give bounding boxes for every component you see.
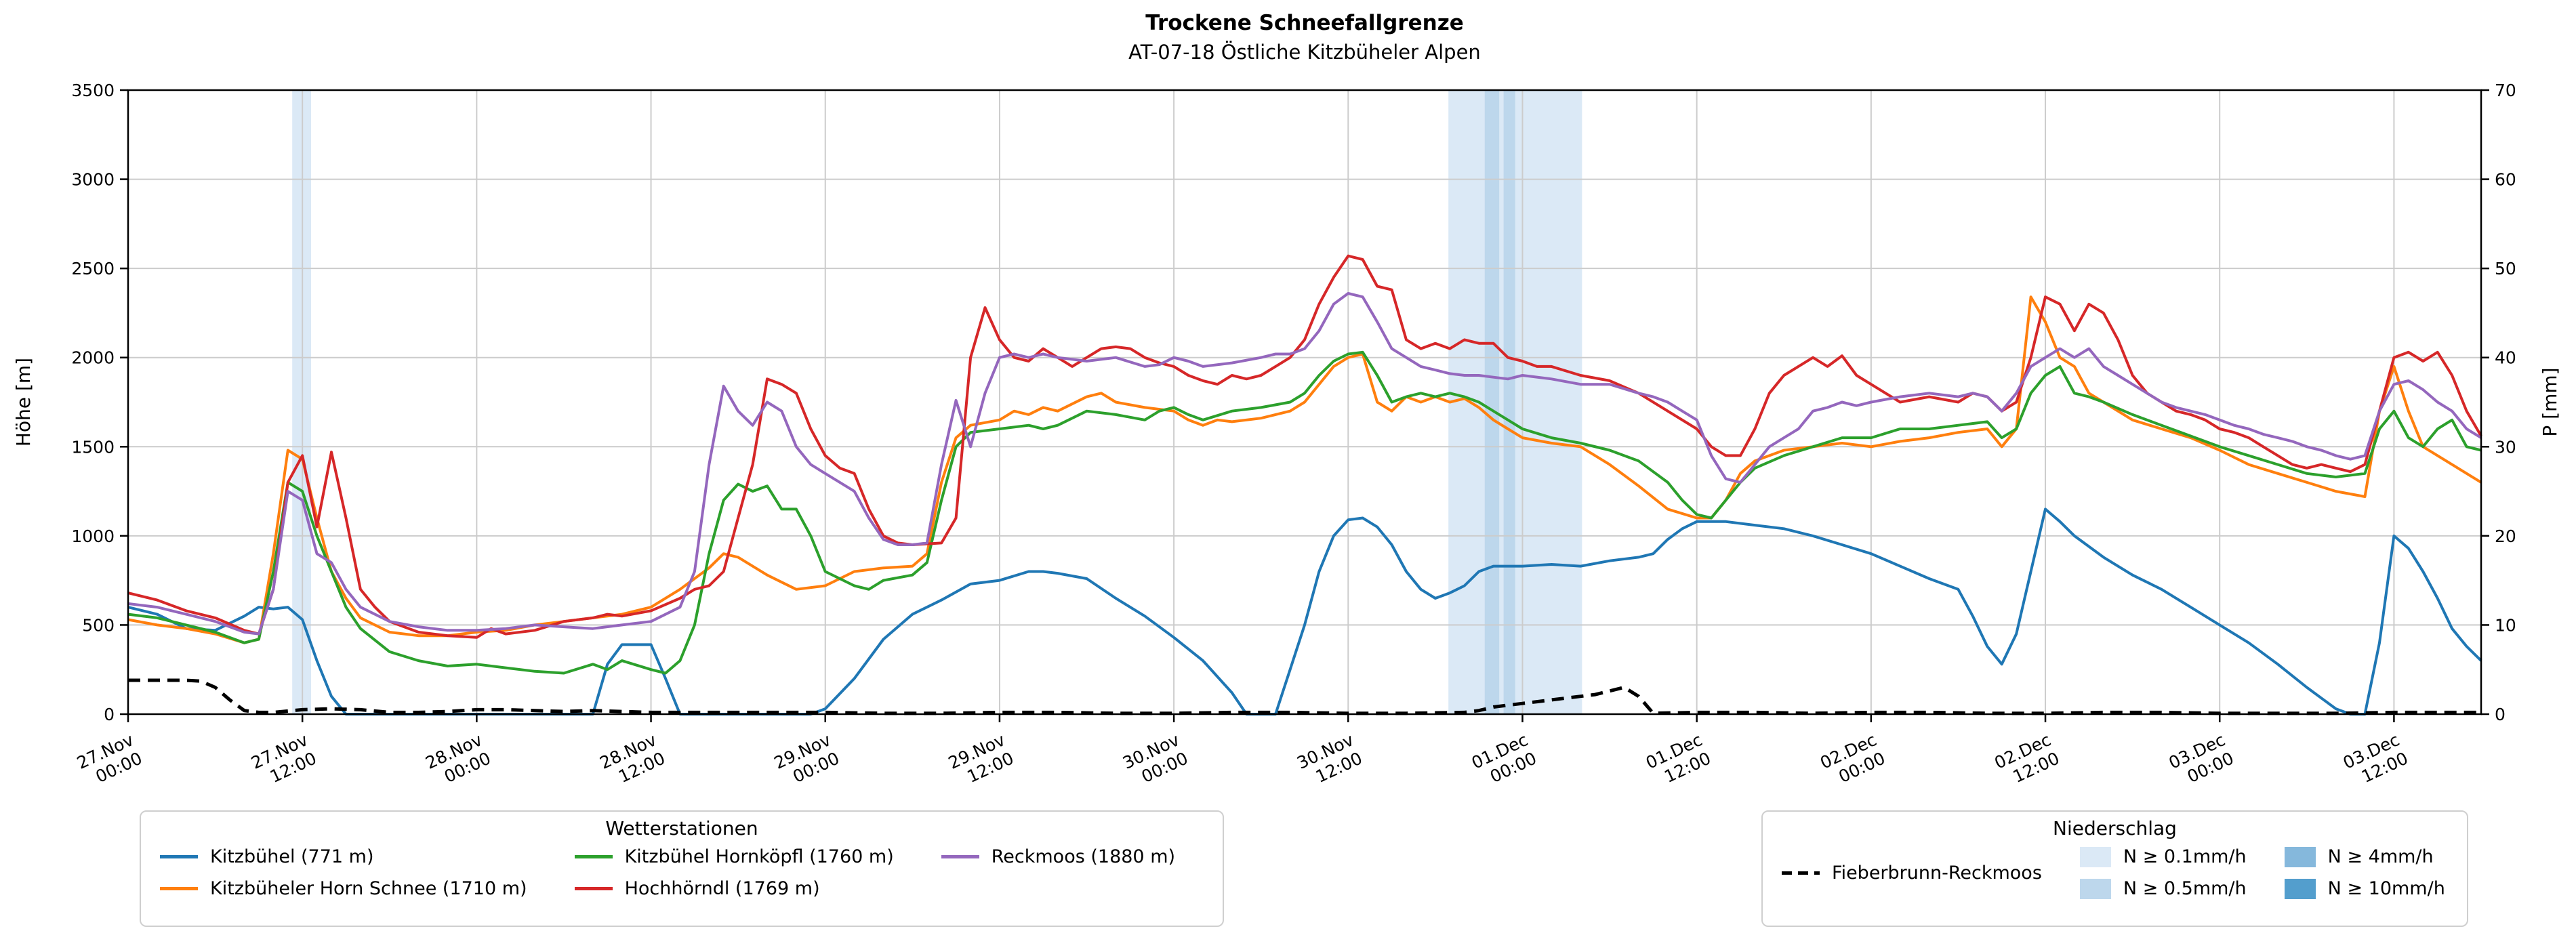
- svg-text:50: 50: [2495, 259, 2516, 278]
- svg-text:03.Dec12:00: 03.Dec12:00: [2340, 730, 2411, 791]
- legend-item-fieberbrunn-reckmoos: Fieberbrunn-Reckmoos: [1782, 863, 2042, 884]
- precip-swatch-icon: [2284, 846, 2316, 867]
- svg-text:28.Nov12:00: 28.Nov12:00: [597, 730, 668, 791]
- svg-text:01.Dec12:00: 01.Dec12:00: [1643, 730, 1714, 791]
- legend-precip-title: Niederschlag: [2053, 817, 2177, 839]
- plot-border: [127, 89, 2482, 716]
- svg-text:29.Nov12:00: 29.Nov12:00: [945, 730, 1017, 791]
- legend-item-label: Kitzbühel (771 m): [210, 846, 374, 867]
- svg-text:2000: 2000: [71, 348, 115, 368]
- svg-text:3000: 3000: [71, 170, 115, 190]
- svg-text:70: 70: [2495, 81, 2516, 100]
- svg-text:02.Dec12:00: 02.Dec12:00: [1991, 730, 2062, 791]
- line-swatch-icon: [941, 855, 979, 858]
- legend-item-kitzbueheler-horn-schnee: Kitzbüheler Horn Schnee (1710 m): [160, 878, 527, 899]
- line-swatch-icon: [574, 855, 613, 858]
- svg-text:20: 20: [2495, 526, 2516, 546]
- axis-ticks: 0 500 1000 1500 2000 2500 3000 3500 0 10 20 30 40 50 6…: [71, 81, 2516, 791]
- series-line-1: [127, 295, 2482, 644]
- legend-wetterstationen: Wetterstationen Kitzbühel (771 m) Kitzbü…: [140, 810, 1224, 927]
- legend-item-kitzbuehel-hornkoepfl: Kitzbühel Hornköpfl (1760 m): [574, 846, 894, 867]
- svg-text:27.Nov00:00: 27.Nov00:00: [74, 730, 145, 791]
- precip-swatch-icon: [2284, 878, 2316, 899]
- legend-item-label: N ≥ 10mm/h: [2327, 878, 2445, 899]
- svg-text:02.Dec00:00: 02.Dec00:00: [1817, 730, 1888, 791]
- svg-text:30.Nov00:00: 30.Nov00:00: [1120, 730, 1191, 791]
- svg-text:2500: 2500: [71, 259, 115, 278]
- y-axis-label-right: P [mm]: [2539, 367, 2561, 436]
- line-swatch-icon: [574, 887, 613, 890]
- legend-item-label: Kitzbüheler Horn Schnee (1710 m): [210, 878, 527, 899]
- y-axis-label-left: Höhe [m]: [12, 358, 35, 447]
- legend-item-kitzbuehel: Kitzbühel (771 m): [160, 846, 527, 867]
- dashed-series-line: [128, 678, 2481, 716]
- svg-text:30: 30: [2495, 437, 2516, 457]
- dashed-line-swatch-icon: [1782, 871, 1820, 875]
- svg-text:0: 0: [104, 705, 115, 724]
- legend-item-label: Kitzbühel Hornköpfl (1760 m): [624, 846, 894, 867]
- chart-title: Trockene Schneefallgrenze: [1145, 11, 1464, 35]
- svg-text:30.Nov12:00: 30.Nov12:00: [1294, 730, 1365, 791]
- series-line-0: [127, 507, 2482, 716]
- legend-item-label: Fieberbrunn-Reckmoos: [1832, 862, 2042, 884]
- svg-text:10: 10: [2495, 615, 2516, 635]
- legend-item-hochhoerndl: Hochhörndl (1769 m): [574, 878, 894, 899]
- svg-text:03.Dec00:00: 03.Dec00:00: [2166, 730, 2237, 791]
- svg-text:1000: 1000: [71, 526, 115, 546]
- legend-item-label: N ≥ 0.5mm/h: [2123, 878, 2247, 899]
- legend-niederschlag: Niederschlag Fieberbrunn-Reckmoos N ≥ 0.…: [1761, 810, 2468, 927]
- series-line-3: [127, 254, 2482, 639]
- legend-item-label: Reckmoos (1880 m): [991, 846, 1176, 867]
- legend-item-precip-10: N ≥ 10mm/h: [2284, 878, 2445, 899]
- legend-item-label: N ≥ 0.1mm/h: [2123, 846, 2247, 867]
- precip-swatch-icon: [2079, 846, 2111, 867]
- svg-text:500: 500: [82, 615, 115, 635]
- svg-text:01.Dec00:00: 01.Dec00:00: [1469, 730, 1540, 791]
- svg-text:29.Nov00:00: 29.Nov00:00: [771, 730, 842, 791]
- series-line-2: [127, 350, 2482, 675]
- legend-item-reckmoos: Reckmoos (1880 m): [941, 846, 1175, 867]
- legend-item-label: Hochhörndl (1769 m): [624, 878, 820, 899]
- line-swatch-icon: [160, 855, 198, 858]
- svg-text:3500: 3500: [71, 81, 115, 100]
- svg-text:0: 0: [2495, 705, 2506, 724]
- legend-item-precip-05: N ≥ 0.5mm/h: [2079, 878, 2247, 899]
- svg-text:27.Nov12:00: 27.Nov12:00: [248, 730, 319, 791]
- precip-swatch-icon: [2079, 878, 2111, 899]
- precip-bands: [292, 90, 1582, 714]
- svg-text:40: 40: [2495, 348, 2516, 368]
- line-swatch-icon: [160, 887, 198, 890]
- legend-item-precip-4: N ≥ 4mm/h: [2284, 846, 2445, 867]
- legend-item-precip-01: N ≥ 0.1mm/h: [2079, 846, 2247, 867]
- legend-stations-title: Wetterstationen: [605, 817, 758, 839]
- svg-text:28.Nov00:00: 28.Nov00:00: [422, 730, 493, 791]
- svg-text:60: 60: [2495, 170, 2516, 190]
- legend-item-label: N ≥ 4mm/h: [2327, 846, 2434, 867]
- chart-subtitle: AT-07-18 Östliche Kitzbüheler Alpen: [1128, 41, 1481, 64]
- svg-text:1500: 1500: [71, 437, 115, 457]
- series-line-4: [127, 292, 2482, 636]
